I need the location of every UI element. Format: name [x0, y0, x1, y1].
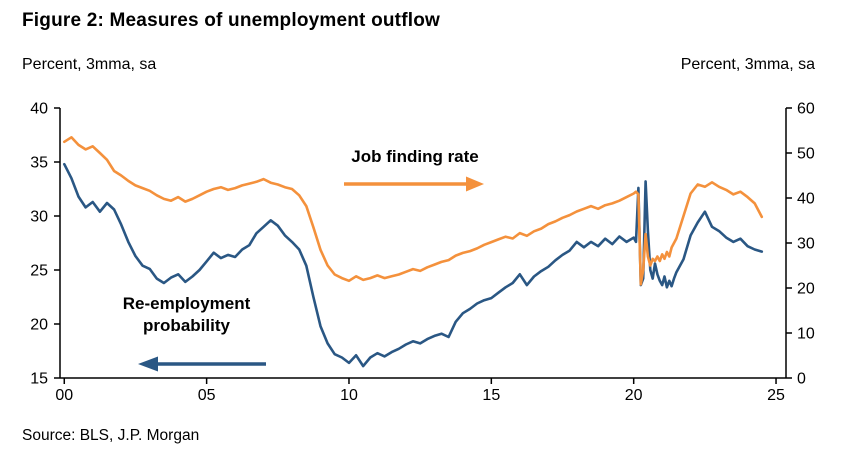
axis-tick-label: 20: [625, 387, 643, 404]
axis-tick-label: 05: [198, 387, 216, 404]
job-finding-arrowhead: [466, 176, 484, 192]
reemployment-label-line2: probability: [143, 316, 230, 335]
left-axis-ticks: 15 20 25 30 35 40: [30, 101, 60, 388]
axis-tick-label: 30: [30, 209, 48, 226]
axis-tick-label: 40: [30, 101, 48, 118]
series-job-finding-rate-line: [63, 136, 764, 286]
axis-tick-label: 00: [55, 387, 73, 404]
left-axis-units-label: Percent, 3mma, sa: [22, 56, 157, 73]
axis-tick-label: 0: [797, 371, 806, 388]
axis-tick-label: 20: [797, 281, 815, 298]
axis-tick-label: 25: [30, 263, 48, 280]
figure-title: Figure 2: Measures of unemployment outfl…: [22, 10, 440, 31]
right-axis-units-label: Percent, 3mma, sa: [680, 56, 815, 73]
series-re-employment-probability-line: [63, 162, 764, 368]
axis-tick-label: 25: [767, 387, 785, 404]
x-axis-ticks: 00 05 10 15 20 25: [55, 378, 785, 404]
series-lines: [63, 136, 764, 368]
source-note: Source: BLS, J.P. Morgan: [22, 427, 200, 444]
axis-tick-label: 15: [482, 387, 500, 404]
reemployment-label-line1: Re-employment: [122, 294, 251, 313]
axis-tick-label: 30: [797, 236, 815, 253]
axis-tick-label: 40: [797, 191, 815, 208]
reemployment-arrowhead: [138, 356, 158, 372]
job-finding-rate-label: Job finding rate: [351, 147, 479, 166]
right-axis-ticks: 0 10 20 30 40 50 60: [786, 101, 815, 388]
axis-tick-label: 10: [797, 326, 815, 343]
axis-tick-label: 60: [797, 101, 815, 118]
axis-tick-label: 20: [30, 317, 48, 334]
axis-tick-label: 10: [340, 387, 358, 404]
axis-tick-label: 50: [797, 146, 815, 163]
reemployment-probability-label: Re-employment probability: [94, 293, 279, 337]
axis-tick-label: 15: [30, 371, 48, 388]
axis-tick-label: 35: [30, 155, 48, 172]
